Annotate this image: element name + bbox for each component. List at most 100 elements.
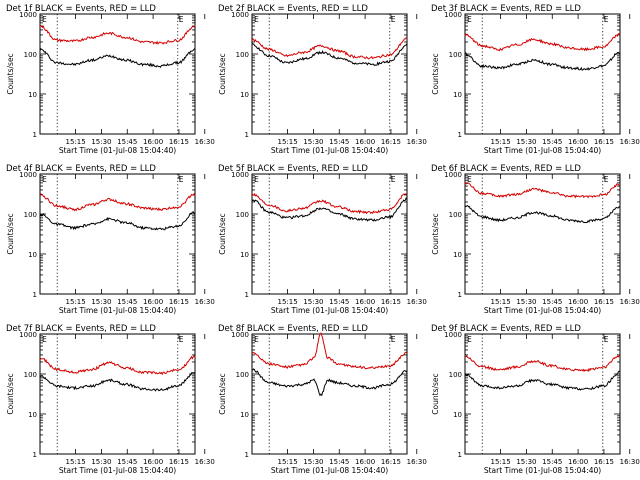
plot-frame — [251, 13, 408, 135]
plot-frame — [251, 173, 408, 295]
e-marker: E — [254, 175, 259, 184]
x-tick-label: 15:15 — [490, 298, 510, 306]
x-tick-label: 15:30 — [303, 458, 323, 466]
x-tick-label: 16:15 — [594, 298, 614, 306]
x-tick-label: 15:30 — [91, 458, 111, 466]
plot-frame — [464, 173, 621, 295]
chart-panel-2: Det 2f BLACK = Events, RED = LLD 1 10 100 10… — [218, 4, 427, 155]
y-axis-label: Counts/sec — [6, 213, 15, 254]
x-tick-label: 15:15 — [277, 298, 297, 306]
x-tick-label: 15:15 — [65, 458, 85, 466]
e-marker: E — [467, 335, 472, 344]
plot-frame — [464, 333, 621, 455]
y-tick-label: 100 — [449, 371, 462, 379]
y-tick-label: 1 — [33, 291, 37, 299]
e-marker: E — [391, 15, 396, 24]
y-axis-label: Counts/sec — [218, 373, 227, 414]
e-marker: E — [467, 15, 472, 24]
x-tick-label: 16:30 — [195, 458, 215, 466]
series-line-events — [464, 370, 621, 391]
y-tick-label: 10 — [453, 251, 462, 259]
x-tick-label: 16:15 — [594, 458, 614, 466]
y-axis-label: Counts/sec — [218, 53, 227, 94]
y-tick-label: 100 — [24, 371, 37, 379]
y-tick-label: 10 — [28, 411, 37, 419]
y-tick-label: 100 — [236, 51, 249, 59]
y-tick-label: 100 — [24, 211, 37, 219]
e-marker: E — [604, 335, 609, 344]
y-tick-label: 1000 — [231, 331, 249, 339]
x-tick-label: 16:00 — [355, 138, 375, 146]
y-tick-label: 1 — [458, 131, 462, 139]
x-tick-label: 16:00 — [355, 298, 375, 306]
plot-frame — [39, 13, 196, 135]
chart-title: Det 8f BLACK = Events, RED = LLD — [218, 324, 368, 334]
y-tick-label: 100 — [449, 211, 462, 219]
x-tick-label: 16:30 — [620, 298, 640, 306]
series-line-lld — [40, 192, 196, 212]
y-tick-label: 1000 — [19, 11, 37, 19]
y-tick-label: 1 — [33, 451, 37, 459]
x-axis-label: Start Time (01-Jul-08 15:04:40) — [59, 146, 176, 155]
y-tick-label: 1000 — [444, 331, 462, 339]
y-tick-label: 10 — [240, 411, 249, 419]
x-tick-label: 16:30 — [620, 138, 640, 146]
x-tick-label: 16:30 — [407, 138, 427, 146]
series-line-events — [251, 368, 408, 397]
x-axis-label: Start Time (01-Jul-08 15:04:40) — [59, 306, 176, 315]
x-tick-label: 15:45 — [329, 298, 349, 306]
x-tick-label: 16:00 — [568, 458, 588, 466]
series-line-lld — [39, 24, 196, 45]
x-tick-label: 16:15 — [381, 458, 401, 466]
x-tick-label: 16:30 — [195, 138, 215, 146]
series-line-events — [251, 43, 408, 67]
chart-title: Det 9f BLACK = Events, RED = LLD — [431, 324, 581, 334]
y-tick-label: 1 — [458, 291, 462, 299]
chart-panel-1: Det 1f BLACK = Events, RED = LLD 1 10 100 10… — [6, 4, 215, 155]
y-tick-label: 10 — [240, 91, 249, 99]
y-tick-label: 1 — [458, 451, 462, 459]
chart-title: Det 6f BLACK = Events, RED = LLD — [431, 164, 581, 174]
y-tick-label: 1000 — [231, 171, 249, 179]
series-line-lld — [251, 192, 408, 215]
y-tick-label: 10 — [28, 91, 37, 99]
y-axis-label: Counts/sec — [6, 373, 15, 414]
e-marker: E — [179, 15, 184, 24]
plot-frame — [251, 333, 408, 455]
x-axis-label: Start Time (01-Jul-08 15:04:40) — [484, 306, 601, 315]
x-tick-label: 15:45 — [542, 298, 562, 306]
x-tick-label: 15:15 — [65, 138, 85, 146]
x-tick-label: 16:15 — [381, 138, 401, 146]
series-line-lld — [39, 355, 196, 376]
chart-panel-8: Det 8f BLACK = Events, RED = LLD 1 10 100 10… — [218, 324, 427, 475]
x-tick-label: 16:15 — [169, 298, 189, 306]
x-tick-label: 15:45 — [542, 458, 562, 466]
y-tick-label: 1 — [245, 131, 249, 139]
e-marker: E — [42, 335, 47, 344]
plot-frame — [39, 333, 196, 455]
chart-title: Det 2f BLACK = Events, RED = LLD — [218, 4, 368, 14]
x-tick-label: 16:30 — [407, 298, 427, 306]
x-tick-label: 15:45 — [117, 458, 137, 466]
series-line-lld — [251, 332, 408, 370]
x-tick-label: 15:30 — [303, 138, 323, 146]
x-tick-label: 16:00 — [568, 298, 588, 306]
x-tick-label: 15:15 — [490, 458, 510, 466]
y-tick-label: 10 — [453, 411, 462, 419]
e-marker: E — [254, 335, 259, 344]
y-tick-label: 1000 — [444, 11, 462, 19]
y-tick-label: 1 — [245, 451, 249, 459]
x-tick-label: 16:30 — [620, 458, 640, 466]
series-line-events — [39, 211, 196, 231]
y-axis-label: Counts/sec — [431, 373, 440, 414]
x-tick-label: 15:30 — [516, 298, 536, 306]
x-tick-label: 15:30 — [91, 138, 111, 146]
y-tick-label: 100 — [449, 51, 462, 59]
y-tick-label: 1000 — [444, 171, 462, 179]
y-tick-label: 10 — [28, 251, 37, 259]
y-axis-label: Counts/sec — [6, 53, 15, 94]
x-tick-label: 15:15 — [277, 138, 297, 146]
y-tick-label: 1000 — [19, 331, 37, 339]
x-tick-label: 15:45 — [329, 138, 349, 146]
